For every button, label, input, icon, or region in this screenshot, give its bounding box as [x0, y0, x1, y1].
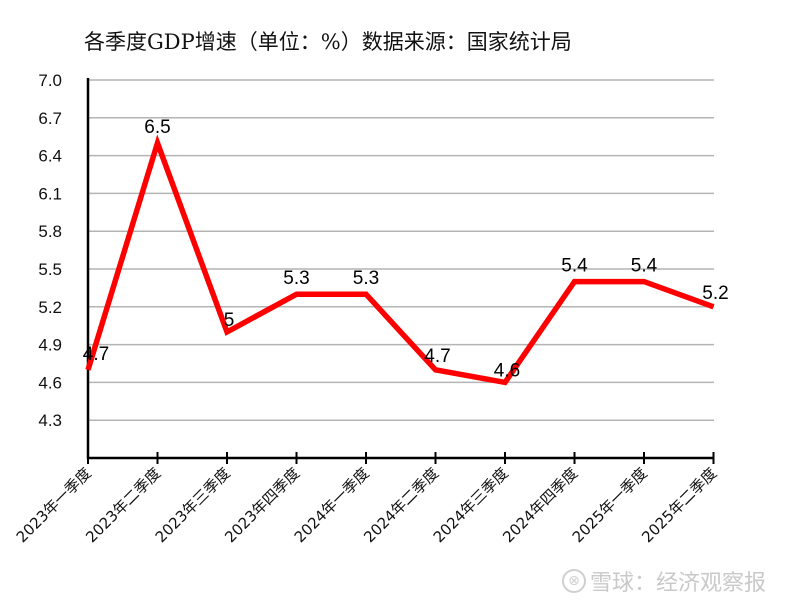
xueqiu-logo-icon: ⊗: [562, 569, 586, 593]
x-axis-labels: 2023年一季度2023年二季度2023年三季度2023年四季度2024年一季度…: [13, 464, 721, 546]
y-tick-label: 6.7: [38, 109, 62, 128]
watermark-text: 雪球：经济观察报: [590, 571, 767, 596]
gdp-growth-line: [85, 134, 715, 386]
data-label: 4.7: [424, 346, 450, 367]
data-label: 6.5: [144, 117, 170, 138]
data-label: 5.2: [702, 283, 728, 304]
y-tick-label: 6.4: [38, 147, 62, 166]
gridlines: [88, 79, 714, 421]
data-label: 5.3: [353, 268, 379, 289]
y-tick-label: 4.6: [38, 373, 62, 392]
x-tick-label: 2025年二季度: [638, 464, 720, 546]
y-tick-label: 5.2: [38, 298, 62, 317]
data-labels: 4.7 6.5 5 5.3 5.3 4.7 4.6 5.4 5.4 5.2: [83, 117, 729, 381]
y-tick-label: 4.9: [38, 336, 62, 355]
y-tick-label: 4.3: [38, 411, 62, 430]
data-label: 5.4: [561, 256, 588, 277]
y-tick-label: 7.0: [38, 71, 62, 90]
y-tick-label: 5.8: [38, 222, 62, 241]
x-axis-ticks: [87, 452, 715, 464]
data-label: 5.4: [631, 256, 658, 277]
watermark: ⊗ 雪球：经济观察报: [562, 565, 766, 597]
data-label: 5.3: [283, 268, 309, 289]
data-label: 5: [224, 310, 235, 331]
chart-title: 各季度GDP增速（单位：%）数据来源：国家统计局: [84, 30, 572, 54]
data-label: 4.6: [494, 360, 520, 381]
y-tick-label: 6.1: [38, 184, 62, 203]
y-axis-ticks: 7.0 6.7 6.4 6.1 5.8 5.5 5.2 4.9 4.6 4.3: [38, 71, 62, 430]
data-label: 4.7: [83, 344, 109, 365]
y-tick-label: 5.5: [38, 260, 62, 279]
